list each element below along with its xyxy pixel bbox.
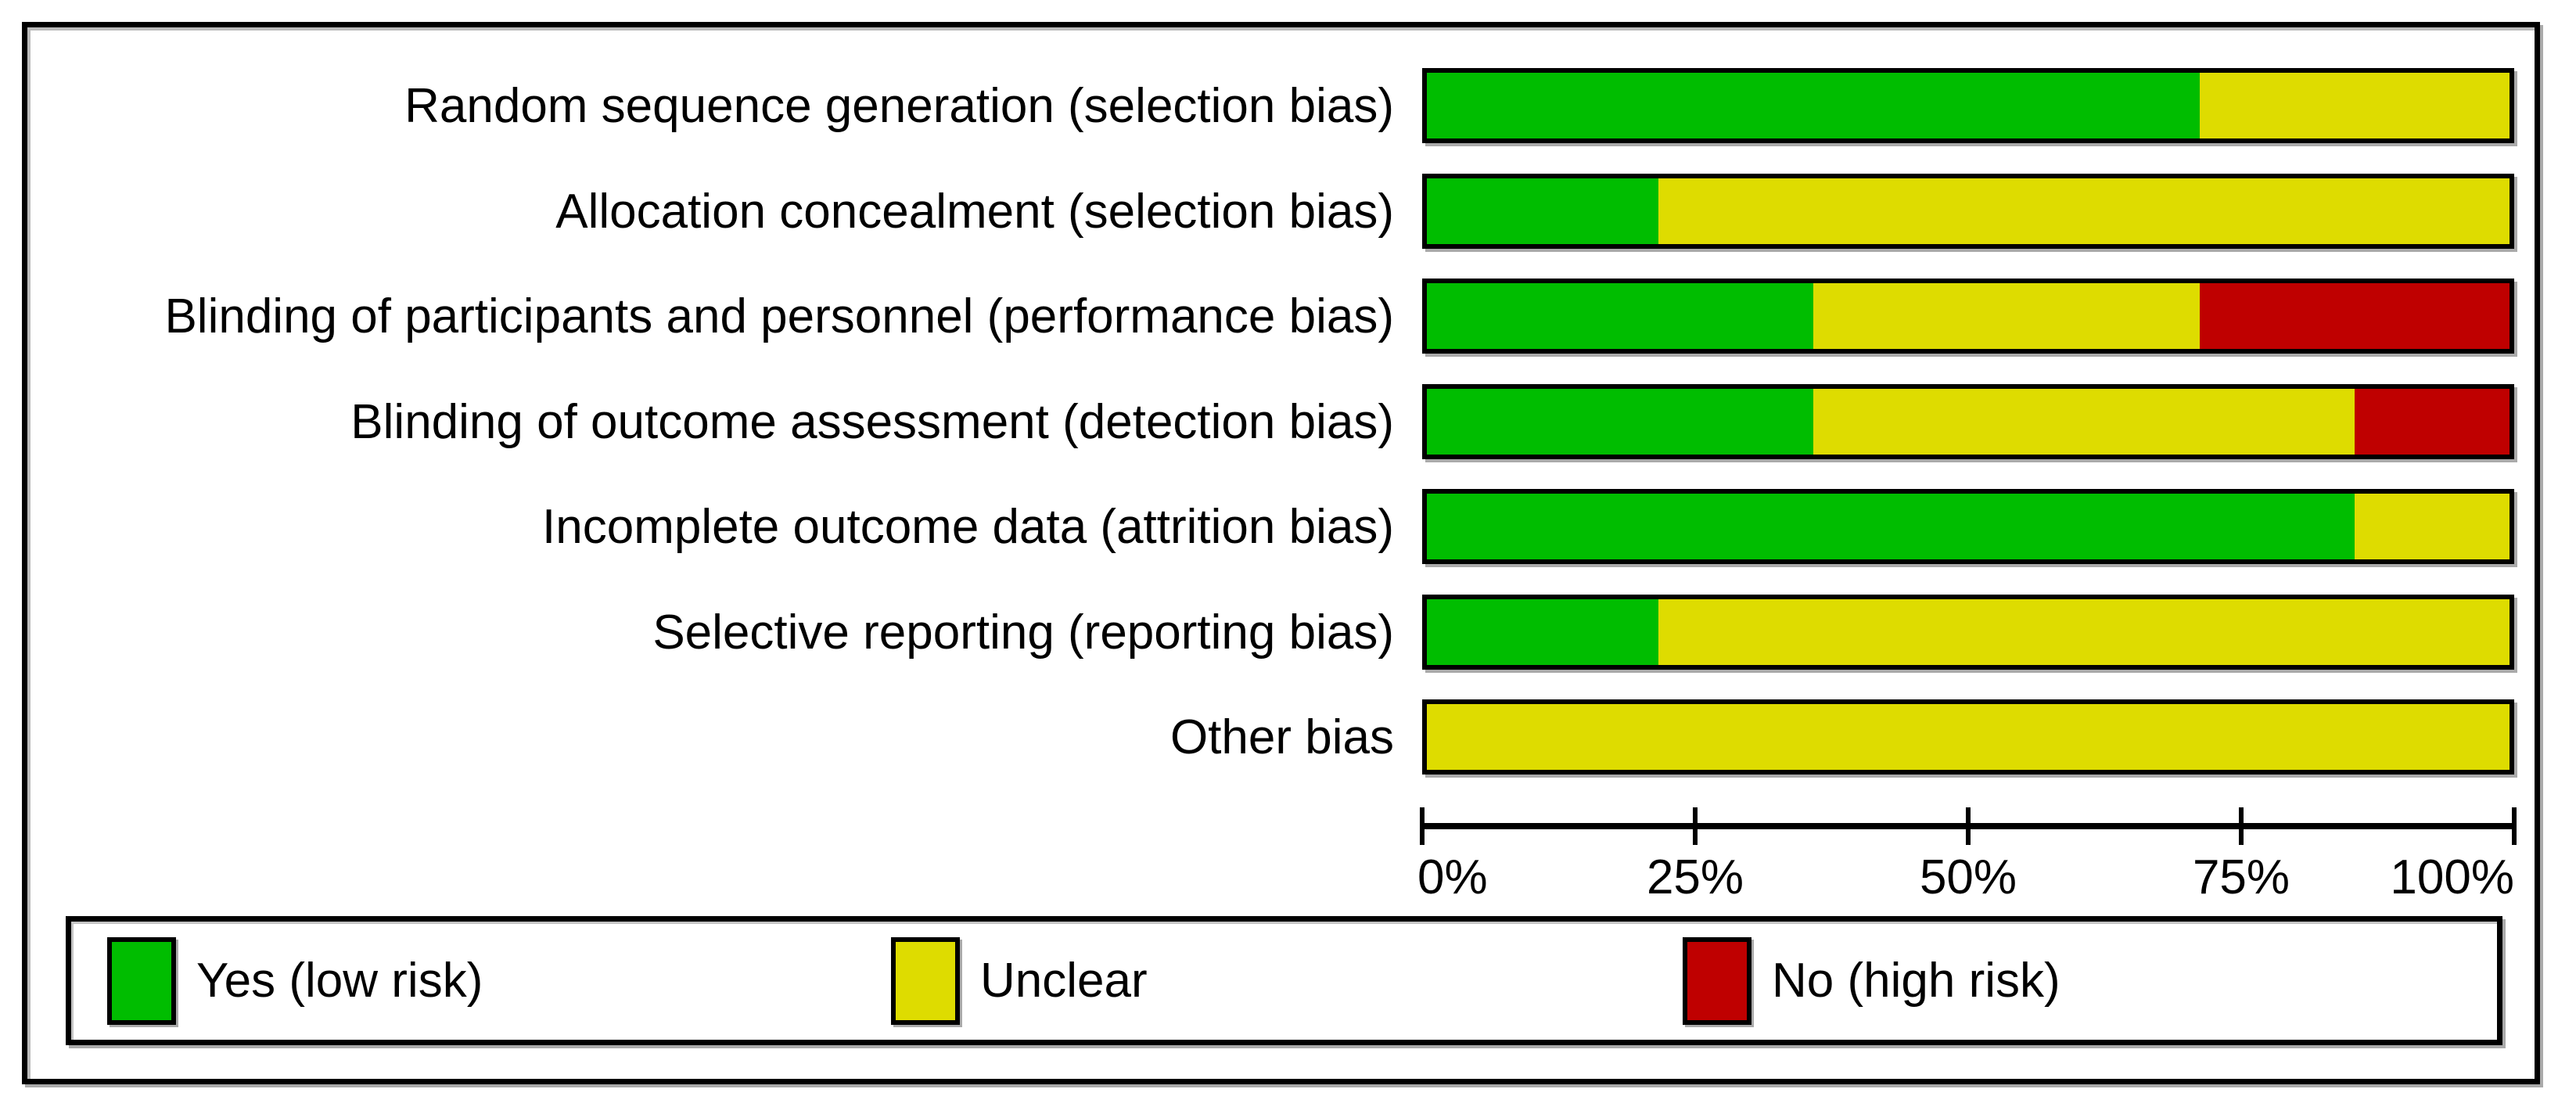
axis-tick-mark <box>1693 807 1698 845</box>
legend-swatch-icon <box>107 936 176 1025</box>
bar-segment-unclear <box>1813 283 2201 349</box>
bar-segment-high-risk <box>2200 283 2510 349</box>
legend-label: No (high risk) <box>1772 954 2060 1008</box>
legend-item: No (high risk) <box>1683 922 2060 1040</box>
legend-swatch-icon <box>1683 936 1751 1025</box>
bar-segment-unclear <box>2200 73 2510 138</box>
bar-segment-high-risk <box>2355 389 2510 455</box>
category-label: Random sequence generation (selection bi… <box>404 78 1394 133</box>
bar-segment-low-risk <box>1427 389 1814 455</box>
axis-tick-mark <box>1966 807 1971 845</box>
table-row: Blinding of outcome assessment (detectio… <box>27 384 2535 459</box>
category-label: Incomplete outcome data (attrition bias) <box>542 499 1394 554</box>
axis-tick-mark <box>1420 807 1425 845</box>
bar-segment-unclear <box>1658 178 2510 244</box>
legend-label: Yes (low risk) <box>196 954 483 1008</box>
figure-frame: Random sequence generation (selection bi… <box>22 22 2540 1084</box>
axis-tick-label: 100% <box>2390 850 2514 904</box>
legend-label: Unclear <box>980 954 1148 1008</box>
bar-segment-unclear <box>1427 704 2510 770</box>
table-row: Incomplete outcome data (attrition bias) <box>27 489 2535 564</box>
table-row: Blinding of participants and personnel (… <box>27 279 2535 354</box>
category-label: Blinding of outcome assessment (detectio… <box>350 394 1394 449</box>
table-row: Random sequence generation (selection bi… <box>27 68 2535 143</box>
table-row: Other bias <box>27 699 2535 775</box>
stacked-bar <box>1422 384 2514 459</box>
stacked-bar <box>1422 279 2514 354</box>
bar-segment-low-risk <box>1427 73 2201 138</box>
bar-segment-low-risk <box>1427 178 1659 244</box>
category-label: Allocation concealment (selection bias) <box>555 184 1394 239</box>
bar-segment-low-risk <box>1427 283 1814 349</box>
axis-tick-label: 25% <box>1646 850 1744 904</box>
stacked-bar <box>1422 489 2514 564</box>
table-row: Selective reporting (reporting bias) <box>27 595 2535 670</box>
x-axis: 0% 25% 50% 75% 100% <box>1417 807 2517 909</box>
legend-item: Yes (low risk) <box>107 922 483 1040</box>
legend-swatch-icon <box>891 936 960 1025</box>
axis-tick-label: 50% <box>1919 850 2017 904</box>
bar-segment-unclear <box>1658 599 2510 665</box>
category-label: Selective reporting (reporting bias) <box>652 605 1394 660</box>
axis-tick-label: 0% <box>1417 850 1488 904</box>
stacked-bar <box>1422 68 2514 143</box>
legend-box: Yes (low risk) Unclear No (high risk) <box>66 916 2502 1045</box>
category-label: Other bias <box>1169 710 1394 764</box>
bar-segment-unclear <box>1813 389 2355 455</box>
axis-tick-mark <box>2512 807 2517 845</box>
bar-segment-low-risk <box>1427 494 2355 559</box>
bar-segment-unclear <box>2355 494 2510 559</box>
axis-tick-mark <box>2239 807 2244 845</box>
table-row: Allocation concealment (selection bias) <box>27 174 2535 249</box>
stacked-bar <box>1422 699 2514 775</box>
stacked-bar <box>1422 174 2514 249</box>
axis-tick-label: 75% <box>2192 850 2290 904</box>
stacked-bar <box>1422 595 2514 670</box>
legend-item: Unclear <box>891 922 1148 1040</box>
bar-segment-low-risk <box>1427 599 1659 665</box>
category-label: Blinding of participants and personnel (… <box>164 289 1394 343</box>
